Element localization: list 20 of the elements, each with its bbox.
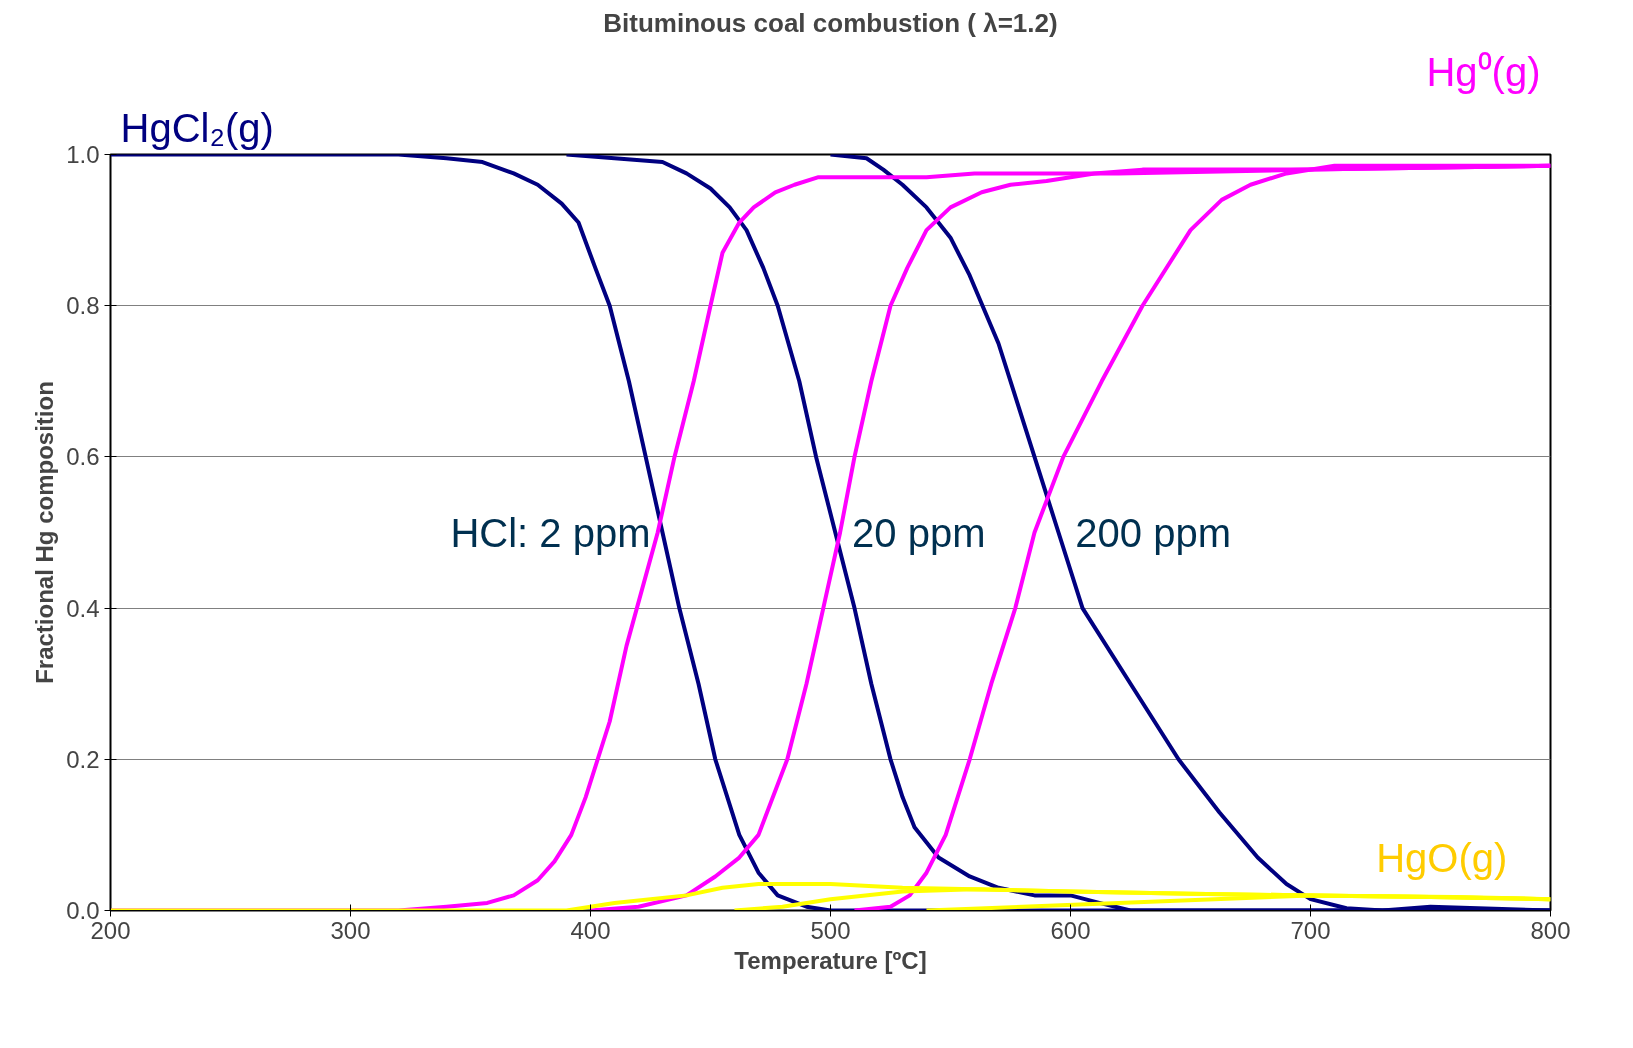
y-axis-title: Fractional Hg composition	[31, 381, 59, 684]
annotation: 200 ppm	[1075, 510, 1231, 555]
y-tick-label: 0.4	[66, 594, 100, 622]
annotation: HCl: 2 ppm	[450, 510, 651, 555]
series-label: HgO(g)	[1376, 836, 1508, 881]
x-tick-label: 300	[330, 916, 371, 944]
series-label: Hg⁰(g)	[1426, 49, 1541, 94]
x-tick-label: 600	[1050, 916, 1091, 944]
y-tick-label: 1.0	[66, 141, 100, 168]
y-tick-label: 0.6	[66, 443, 100, 471]
chart-title: Bituminous coal combustion ( λ=1.2)	[603, 7, 1058, 38]
x-tick-label: 700	[1290, 916, 1331, 944]
y-tick-label: 0.8	[66, 292, 100, 320]
annotation: 20 ppm	[852, 510, 986, 555]
series-label: HgCl₂(g)	[120, 105, 274, 150]
x-axis-title: Temperature [ºC]	[734, 946, 927, 974]
x-tick-label: 500	[810, 916, 851, 944]
x-tick-label: 800	[1530, 916, 1571, 944]
x-tick-label: 400	[570, 916, 611, 944]
y-tick-label: 0.2	[66, 745, 100, 773]
